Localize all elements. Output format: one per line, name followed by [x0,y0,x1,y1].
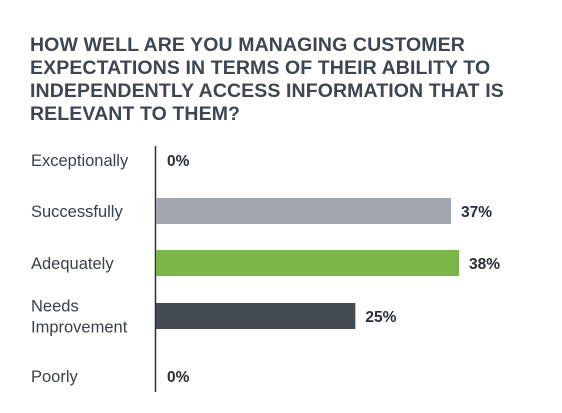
category-label-line: Needs [31,298,79,316]
category-labels-group: Exceptionally Successfully Adequately Needs… [31,152,129,386]
value-label-1: 37% [461,204,492,221]
bars-group [156,198,459,329]
category-label-1: Successfully [31,203,123,221]
category-label-4: Poorly [31,368,79,386]
chart-title: HOW WELL ARE YOU MANAGING CUSTOMER EXPEC… [30,34,504,125]
bar-1 [156,198,452,224]
category-label-3: Needs Improvement [31,298,128,337]
bar-2 [156,250,459,276]
bar-3 [156,303,356,329]
value-label-2: 38% [469,256,500,273]
value-label-3: 25% [365,309,396,326]
value-label-0: 0% [167,153,190,170]
category-label-0: Exceptionally [31,152,129,170]
category-label-line: Exceptionally [31,152,129,170]
value-label-4: 0% [167,369,190,386]
category-label-line: Improvement [31,319,128,337]
category-label-line: Adequately [31,255,114,273]
value-labels-group: 0% 37% 38% 25% 0% [167,153,500,386]
category-label-line: Poorly [31,368,79,386]
category-label-2: Adequately [31,255,114,273]
category-label-line: Successfully [31,203,123,221]
